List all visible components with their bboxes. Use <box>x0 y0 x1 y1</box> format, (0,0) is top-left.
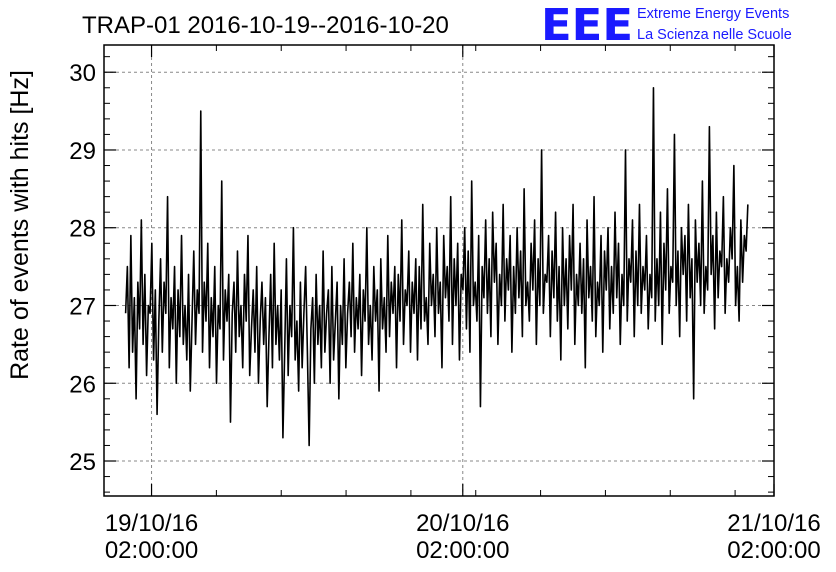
x-tick-label-time: 02:00:00 <box>727 537 820 564</box>
chart-title: TRAP-01 2016-10-19--2016-10-20 <box>82 12 449 39</box>
y-tick-label: 28 <box>69 216 96 243</box>
y-tick-label: 26 <box>69 371 96 398</box>
eee-logo-mark: EEE <box>541 0 633 51</box>
x-tick-label-time: 02:00:00 <box>105 537 198 564</box>
y-tick-label: 30 <box>69 60 96 87</box>
eee-logo-line2: La Scienza nelle Scuole <box>637 27 792 43</box>
eee-logo: EEE Extreme Energy Events La Scienza nel… <box>541 0 792 51</box>
x-tick-label-date: 20/10/16 <box>416 510 509 537</box>
y-tick-label: 27 <box>69 293 96 320</box>
x-tick-labels: 19/10/1602:00:0020/10/1602:00:0021/10/16… <box>105 510 821 564</box>
axis-ticks <box>104 45 775 496</box>
series-line <box>124 86 749 447</box>
y-tick-labels: 25 26 27 28 29 30 <box>69 60 96 476</box>
y-axis-label: Rate of events with hits [Hz] <box>6 70 34 380</box>
x-tick-label-date: 19/10/16 <box>105 510 198 537</box>
y-tick-label: 25 <box>69 449 96 476</box>
eee-logo-line1: Extreme Energy Events <box>637 6 789 22</box>
y-tick-label: 29 <box>69 138 96 165</box>
x-tick-label-time: 02:00:00 <box>416 537 509 564</box>
series-group <box>124 86 749 447</box>
x-tick-label-date: 21/10/16 <box>727 510 820 537</box>
plot-frame <box>103 44 775 497</box>
